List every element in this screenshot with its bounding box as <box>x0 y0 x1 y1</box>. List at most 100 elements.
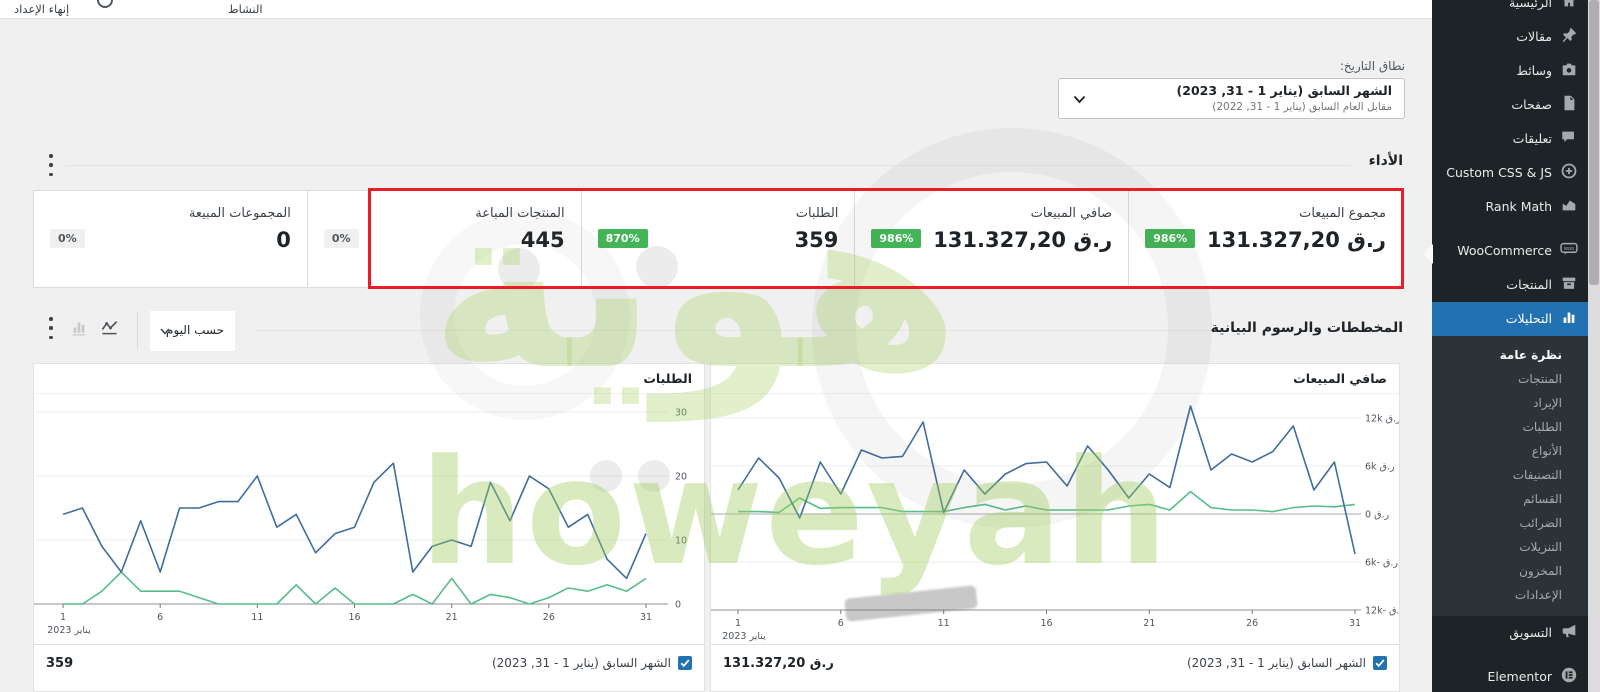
metric-label: مجموع المبيعات <box>1299 206 1386 221</box>
sidebar-item-label: تعليقات <box>1512 131 1552 146</box>
metric-value: 445 <box>520 228 565 252</box>
elementor-icon <box>1560 666 1578 688</box>
sidebar-item-home[interactable]: الرئيسية <box>1432 0 1588 20</box>
submenu-item[interactable]: الأنواع <box>1531 444 1562 458</box>
submenu-item[interactable]: المنتجات <box>1518 372 1562 386</box>
submenu-item[interactable]: نظرة عامة <box>1499 348 1562 362</box>
svg-text:10: 10 <box>675 536 687 547</box>
sidebar-item-label: Elementor <box>1487 669 1552 684</box>
performance-metrics-row: مجموع المبيعات 131.327,20 ر.ق 986% صافي الم… <box>33 190 1403 288</box>
activity-link[interactable]: النشاط <box>228 2 263 16</box>
sidebar-item-products[interactable]: المنتجات <box>1432 268 1588 302</box>
interval-dropdown-value: حسب اليوم <box>166 323 224 337</box>
svg-text:يناير 2023: يناير 2023 <box>722 631 766 642</box>
chevron-down-icon <box>160 328 170 335</box>
metric-value: 0 <box>276 228 291 252</box>
metric-card-items-sold[interactable]: المنتجات المباعة 445 0% <box>306 191 581 287</box>
sidebar-item-label: التحليلات <box>1505 311 1552 326</box>
metric-card-orders[interactable]: الطلبات 359 870% <box>580 191 855 287</box>
metric-value: 359 <box>794 228 839 252</box>
toolbar-divider <box>137 312 138 350</box>
date-range-primary: الشهر السابق (يناير 1 - 31, 2023) <box>1176 83 1392 98</box>
sidebar-item-woocommerce[interactable]: woo WooCommerce <box>1432 234 1588 268</box>
interval-dropdown[interactable]: حسب اليوم <box>150 311 235 351</box>
page-scrollbar[interactable] <box>1588 0 1600 692</box>
orders-chart-legend: الشهر السابق (يناير 1 - 31, 2023) 359 <box>34 644 704 691</box>
sidebar-item-rank-math[interactable]: Rank Math <box>1432 190 1588 224</box>
sidebar-item-elementor[interactable]: Elementor <box>1432 660 1588 692</box>
svg-text:21: 21 <box>1143 618 1155 629</box>
svg-text:31: 31 <box>1349 618 1361 629</box>
legend-item-previous-month[interactable]: الشهر السابق (يناير 1 - 31, 2023) <box>492 656 692 670</box>
date-range-label: نطاق التاريخ: <box>1339 59 1405 73</box>
submenu-item[interactable]: التنزيلات <box>1519 540 1562 554</box>
checkbox-checked-icon <box>678 656 692 670</box>
metric-card-net-sales[interactable]: صافي المبيعات 131.327,20 ر.ق 986% <box>854 191 1128 287</box>
svg-text:16: 16 <box>348 612 360 623</box>
svg-text:11: 11 <box>938 618 950 629</box>
sidebar-item-media[interactable]: وسائط <box>1432 54 1588 88</box>
sidebar-item-plus-circle[interactable]: Custom CSS & JS <box>1432 156 1588 190</box>
line-chart-type-icon[interactable] <box>100 317 119 336</box>
home-icon <box>1560 0 1578 14</box>
legend-label: الشهر السابق (يناير 1 - 31, 2023) <box>491 656 671 670</box>
top-bar: إنهاء الإعداد النشاط <box>0 0 1432 19</box>
sidebar-item-label: WooCommerce <box>1457 243 1552 258</box>
svg-text:20: 20 <box>675 472 687 483</box>
submenu-item[interactable]: الإيراد <box>1533 396 1562 410</box>
metric-change-badge: 870% <box>597 229 648 248</box>
date-range-selector[interactable]: الشهر السابق (يناير 1 - 31, 2023) مقابل … <box>1058 78 1405 119</box>
legend-item-previous-month[interactable]: الشهر السابق (يناير 1 - 31, 2023) <box>1187 656 1387 670</box>
sidebar-item-label: مقالات <box>1516 29 1552 44</box>
scrollbar-thumb[interactable] <box>1589 0 1599 285</box>
metric-card-total-sales[interactable]: مجموع المبيعات 131.327,20 ر.ق 986% <box>1128 191 1402 287</box>
orders-chart-title: الطلبات <box>34 364 704 394</box>
sidebar-item-label: وسائط <box>1516 63 1552 78</box>
checkbox-checked-icon <box>1373 656 1387 670</box>
metric-label: الطلبات <box>795 206 839 221</box>
metric-value: 131.327,20 ر.ق <box>1206 228 1386 252</box>
net-sales-legend-total: 131.327,20 ر.ق <box>723 656 834 671</box>
sidebar-item-analytics[interactable]: التحليلات <box>1432 302 1588 336</box>
sidebar-item-pages[interactable]: صفحات <box>1432 88 1588 122</box>
sidebar-item-marketing[interactable]: التسويق <box>1432 616 1588 650</box>
sidebar-item-label: Rank Math <box>1485 199 1552 214</box>
sidebar-item-label: التسويق <box>1509 625 1552 640</box>
bar-chart-type-icon[interactable] <box>70 318 88 336</box>
metric-label: المجموعات المبيعة <box>188 206 291 221</box>
submenu-item[interactable]: المخزون <box>1519 564 1562 578</box>
analytics-icon <box>1560 308 1578 330</box>
svg-text:6k ر.ق: 6k ر.ق <box>1365 462 1395 473</box>
sidebar-item-comments[interactable]: تعليقات <box>1432 122 1588 156</box>
sidebar-item-label: Custom CSS & JS <box>1446 165 1552 180</box>
svg-text:12k ر.ق: 12k ر.ق <box>1365 414 1399 425</box>
svg-text:26: 26 <box>1246 618 1258 629</box>
performance-menu-kebab-icon[interactable] <box>44 154 58 176</box>
performance-section-title: الأداء <box>1368 153 1403 169</box>
woocommerce-icon: woo <box>1560 240 1578 262</box>
submenu-item[interactable]: الإعدادات <box>1515 588 1562 602</box>
metric-card-variations-sold[interactable]: المجموعات المبيعة 0 0% <box>34 191 307 287</box>
svg-text:21: 21 <box>446 612 458 623</box>
submenu-item[interactable]: الضرائب <box>1519 516 1562 530</box>
orders-chart-panel: الطلبات 30 20 10 0 1 6 11 16 21 26 31 يناير 2023 ال… <box>33 363 705 692</box>
finish-setup-link[interactable]: إنهاء الإعداد <box>14 2 70 16</box>
plus-circle-icon <box>1560 162 1578 184</box>
metric-change-badge: 0% <box>323 229 359 248</box>
sidebar-item-pin[interactable]: مقالات <box>1432 20 1588 54</box>
admin-sidebar: الرئيسية مقالات وسائط صفحات تعليقات Custom CS… <box>1432 0 1588 692</box>
svg-text:1: 1 <box>60 612 66 623</box>
charts-menu-kebab-icon[interactable] <box>44 317 58 339</box>
metric-label: صافي المبيعات <box>1030 206 1113 221</box>
svg-text:woo: woo <box>1564 246 1574 252</box>
submenu-item[interactable]: التصنيفات <box>1512 468 1562 482</box>
analytics-submenu: نظرة عامة المنتجات الإيراد الطلبات الأنواع ال… <box>1432 336 1588 616</box>
svg-text:12k- ر.ق: 12k- ر.ق <box>1365 606 1399 617</box>
metric-change-badge: 0% <box>50 229 85 248</box>
svg-text:30: 30 <box>675 408 687 419</box>
submenu-item[interactable]: الطلبات <box>1522 420 1562 434</box>
submenu-item[interactable]: القسائم <box>1523 492 1562 506</box>
metric-change-badge: 986% <box>1145 229 1196 248</box>
